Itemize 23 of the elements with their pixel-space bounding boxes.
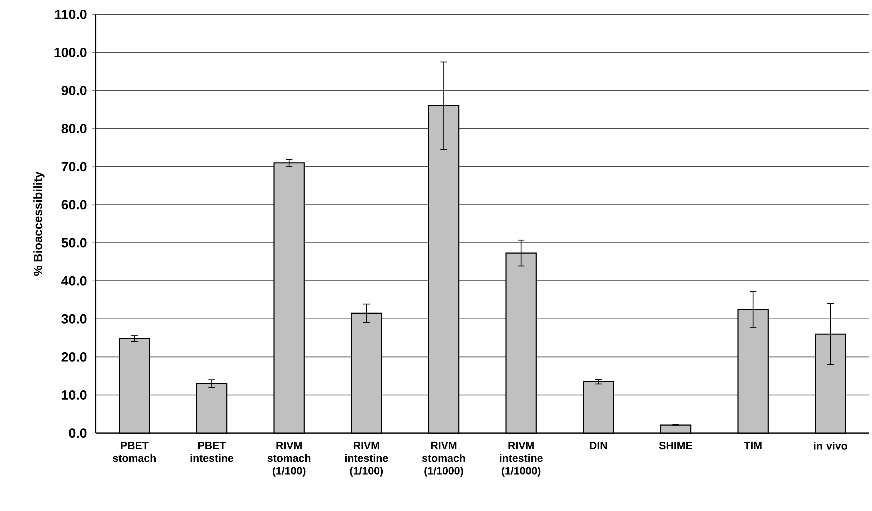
x-tick-label: PBET intestine [190, 442, 234, 462]
y-tick-label: 10.0 [62, 390, 87, 400]
x-tick-label: DIN [590, 442, 608, 450]
y-tick-label: 20.0 [62, 352, 87, 362]
x-tick-label: in vivo [814, 442, 848, 450]
y-axis-title: % Bioaccessibility [34, 172, 45, 276]
y-tick-label: 30.0 [62, 314, 87, 324]
x-tick-label: SHIME [659, 442, 692, 450]
y-tick-label: 70.0 [62, 162, 87, 172]
y-tick-label: 90.0 [62, 86, 87, 96]
y-tick-label: 50.0 [62, 238, 87, 248]
y-tick-label: 60.0 [62, 200, 87, 210]
x-tick-label: RIVM stomach (1/100) [268, 442, 311, 478]
x-tick-label: RIVM intestine (1/1000) [500, 442, 543, 478]
x-tick-label: PBET stomach [113, 442, 156, 462]
x-tick-label: RIVM stomach (1/1000) [422, 442, 466, 478]
y-tick-label: 40.0 [62, 276, 87, 286]
y-tick-label: 0.0 [69, 428, 87, 438]
y-tick-label: 110.0 [56, 10, 87, 20]
x-tick-label: TIM [744, 442, 762, 450]
y-tick-label: 80.0 [62, 124, 87, 134]
y-tick-label: 100.0 [54, 48, 87, 58]
x-tick-label: RIVM intestine (1/100) [345, 442, 388, 478]
